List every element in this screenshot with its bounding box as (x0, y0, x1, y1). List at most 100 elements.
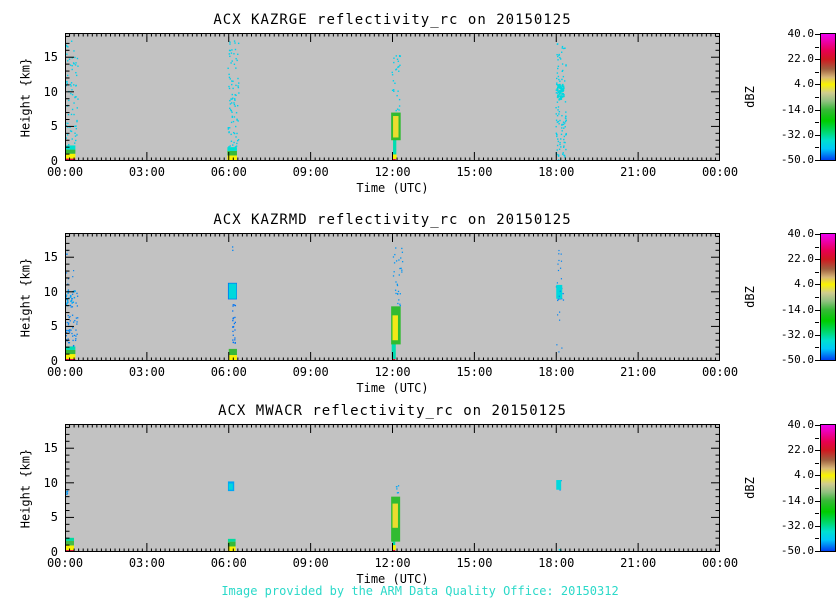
radar-echo-speckle (70, 306, 72, 308)
y-tick-label: 0 (50, 154, 58, 168)
radar-echo-speckle (556, 153, 558, 156)
radar-echo-speckle (557, 120, 560, 123)
radar-echo-speckle (66, 253, 68, 255)
radar-echo-speckle (563, 127, 565, 129)
colorbar-tick-label: 4.0 (794, 468, 814, 482)
radar-echo-speckle (73, 50, 75, 52)
x-axis-label: Time (UTC) (356, 572, 429, 586)
x-tick-label: 06:00 (210, 365, 247, 379)
radar-echo-speckle (562, 85, 565, 88)
radar-echo-speckle (564, 141, 566, 144)
radar-echo-speckle (70, 40, 73, 42)
radar-echo-speckle (563, 138, 565, 141)
radar-echo-speckle (67, 314, 69, 317)
radar-echo-speckle (562, 95, 565, 98)
radar-echo (65, 145, 76, 150)
radar-echo-speckle (70, 130, 73, 133)
radar-echo-speckle (393, 61, 395, 64)
x-tick-label: 06:00 (210, 556, 247, 570)
colorbar-tick (815, 109, 820, 111)
radar-echo-speckle (76, 119, 78, 122)
colorbar-units-label: dBZ (743, 477, 757, 499)
x-tick-label: 12:00 (374, 165, 411, 179)
radar-echo-speckle (234, 339, 236, 341)
radar-echo-speckle (69, 126, 71, 129)
radar-echo-speckle (235, 84, 237, 87)
radar-echo-speckle (558, 319, 561, 321)
radar-echo-speckle (77, 65, 79, 67)
radar-echo-speckle (562, 92, 565, 95)
radar-echo (391, 358, 396, 361)
radar-echo-speckle (75, 125, 77, 127)
plot-background (65, 33, 720, 161)
radar-echo-speckle (555, 106, 557, 109)
radar-echo-speckle (230, 140, 233, 142)
radar-echo-speckle (565, 115, 567, 118)
radar-echo-speckle (392, 275, 395, 277)
colorbar-tick (815, 234, 820, 235)
colorbar-units-label: dBZ (743, 286, 757, 308)
radar-echo-speckle (69, 64, 72, 66)
colorbar-kazrmd (815, 233, 836, 361)
radar-echo-speckle (561, 94, 563, 96)
radar-echo-speckle (232, 120, 235, 123)
radar-echo-speckle (558, 98, 561, 101)
radar-echo-speckle (66, 490, 69, 493)
radar-echo-speckle (565, 117, 567, 120)
colorbar-tick-label: -50.0 (780, 544, 814, 557)
radar-echo-speckle (559, 489, 561, 491)
x-tick-label: 18:00 (538, 365, 575, 379)
radar-echo-speckle (72, 62, 75, 64)
radar-echo-speckle (68, 330, 70, 332)
radar-echo-speckle (393, 90, 395, 93)
radar-echo-speckle (237, 120, 239, 122)
radar-echo-speckle (73, 102, 75, 104)
x-tick-label: 00:00 (701, 165, 739, 179)
panel-kazrmd: ACX KAZRMD reflectivity_rc on 20150125 H… (0, 212, 840, 412)
y-tick-label: 0 (50, 545, 58, 559)
radar-echo-speckle (555, 89, 558, 91)
radar-echo-speckle (232, 144, 234, 146)
radar-echo (227, 147, 237, 151)
radar-echo-speckle (236, 59, 238, 62)
radar-echo-speckle (67, 338, 69, 340)
radar-echo-speckle (565, 64, 567, 66)
radar-echo-speckle (232, 319, 234, 322)
panel-title-kazrmd: ACX KAZRMD reflectivity_rc on 20150125 (213, 212, 572, 228)
radar-echo-speckle (556, 149, 558, 151)
radar-echo-speckle (76, 57, 79, 60)
radar-echo-speckle (561, 45, 564, 48)
radar-echo-speckle (559, 87, 562, 89)
radar-echo-speckle (559, 56, 561, 59)
colorbar-units-label: dBZ (743, 86, 757, 108)
colorbar-minor-tick (815, 147, 819, 149)
colorbar-tick-label: -32.0 (780, 518, 814, 532)
radar-echo-speckle (74, 142, 76, 144)
radar-echo-speckle (555, 113, 557, 115)
radar-echo (65, 545, 75, 551)
radar-echo-speckle (234, 316, 236, 319)
radar-echo-speckle (398, 70, 400, 72)
radar-echo-speckle (234, 337, 236, 339)
radar-echo-speckle (65, 84, 68, 87)
radar-echo-speckle (560, 86, 563, 89)
radar-echo-speckle (565, 119, 567, 122)
radar-echo-speckle (67, 126, 69, 128)
radar-echo-speckle (562, 123, 564, 126)
radar-echo-speckle (227, 127, 230, 129)
radar-echo-speckle (68, 322, 70, 324)
radar-echo-speckle (560, 133, 563, 136)
radar-echo-speckle (401, 271, 403, 273)
radar-echo-speckle (560, 88, 563, 91)
colorbar-tick-label: -32.0 (780, 327, 814, 341)
radar-echo-speckle (558, 259, 560, 262)
colorbar-tick-label: -14.0 (780, 102, 814, 116)
y-tick-label: 15 (43, 50, 58, 65)
radar-echo-speckle (67, 289, 70, 291)
radar-echo-speckle (396, 108, 399, 110)
radar-echo-speckle (556, 344, 558, 346)
radar-echo-speckle (399, 305, 401, 307)
radar-echo-speckle (231, 98, 233, 100)
radar-echo-speckle (557, 65, 560, 68)
colorbar-tick (815, 500, 820, 502)
